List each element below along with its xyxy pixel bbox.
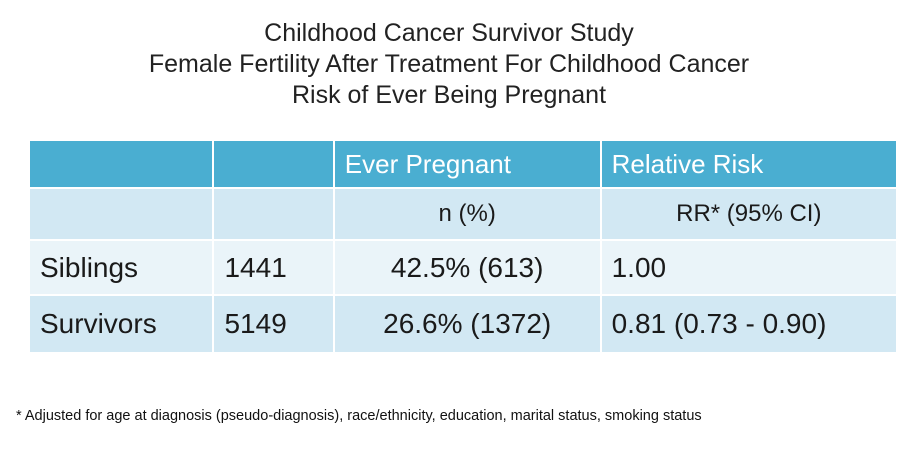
title-line-3: Risk of Ever Being Pregnant xyxy=(291,81,607,109)
subheader-rr-ci: RR* (95% CI) xyxy=(601,187,896,239)
footnote: * Adjusted for age at diagnosis (pseudo-… xyxy=(16,408,702,424)
row-ever-pregnant: 26.6% (1372) xyxy=(334,294,600,352)
subheader-cell xyxy=(30,187,213,239)
row-label: Survivors xyxy=(30,294,213,352)
table-row: Survivors 5149 26.6% (1372) 0.81 (0.73 -… xyxy=(30,294,896,352)
title-line-2: Female Fertility After Treatment For Chi… xyxy=(148,50,750,78)
row-relative-risk: 0.81 (0.73 - 0.90) xyxy=(601,294,896,352)
row-label: Siblings xyxy=(30,239,213,294)
table-row: Siblings 1441 42.5% (613) 1.00 xyxy=(30,239,896,294)
title-line-1: Childhood Cancer Survivor Study xyxy=(264,19,634,47)
fertility-table: Ever Pregnant Relative Risk n (%) RR* (9… xyxy=(28,141,898,352)
header-relative-risk: Relative Risk xyxy=(601,141,896,187)
row-count: 5149 xyxy=(214,294,333,352)
row-count: 1441 xyxy=(214,239,333,294)
header-ever-pregnant: Ever Pregnant xyxy=(334,141,600,187)
slide-title: Childhood Cancer Survivor Study Female F… xyxy=(0,18,898,111)
table-subheader-row: n (%) RR* (95% CI) xyxy=(30,187,896,239)
header-cell xyxy=(214,141,333,187)
subheader-cell xyxy=(214,187,333,239)
table-header-row: Ever Pregnant Relative Risk xyxy=(30,141,896,187)
header-cell xyxy=(30,141,213,187)
subheader-n-percent: n (%) xyxy=(334,187,600,239)
row-relative-risk: 1.00 xyxy=(601,239,896,294)
row-ever-pregnant: 42.5% (613) xyxy=(334,239,600,294)
